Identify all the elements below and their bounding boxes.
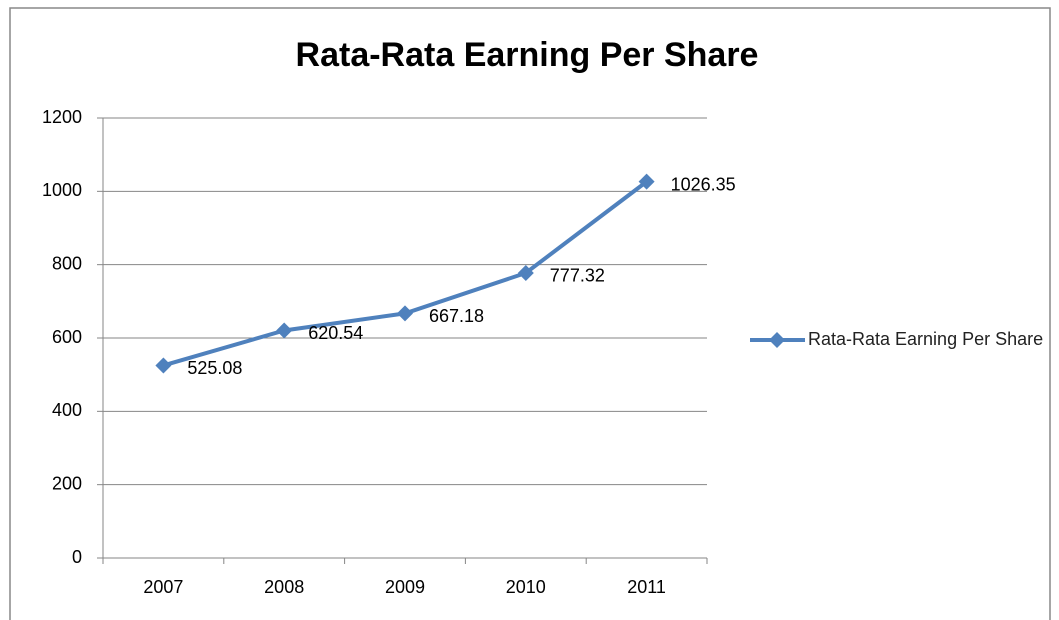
- data-label: 1026.35: [671, 174, 736, 194]
- legend-entry: Rata-Rata Earning Per Share: [808, 327, 1044, 387]
- y-tick-label: 200: [52, 473, 82, 493]
- chart: Rata-Rata Earning Per Share 0 200 400 600 80…: [0, 0, 1059, 620]
- x-tick-label: 2011: [627, 577, 666, 597]
- x-tick-label: 2009: [385, 577, 425, 597]
- data-label: 667.18: [429, 306, 484, 326]
- y-tick-label: 0: [72, 547, 82, 567]
- chart-frame: [10, 8, 1050, 620]
- legend-label: Rata-Rata Earning Per Share: [808, 327, 1044, 351]
- chart-title: Rata-Rata Earning Per Share: [296, 36, 759, 74]
- y-tick-label: 600: [52, 327, 82, 347]
- y-tick-label: 400: [52, 400, 82, 420]
- y-tick-label: 1000: [42, 180, 82, 200]
- data-label: 525.08: [187, 358, 242, 378]
- y-tick-label: 800: [52, 253, 82, 273]
- x-tick-label: 2007: [143, 577, 183, 597]
- x-tick-label: 2010: [506, 577, 546, 597]
- y-tick-label: 1200: [42, 107, 82, 127]
- data-label: 777.32: [550, 266, 605, 286]
- x-tick-label: 2008: [264, 577, 304, 597]
- data-label: 620.54: [308, 323, 363, 343]
